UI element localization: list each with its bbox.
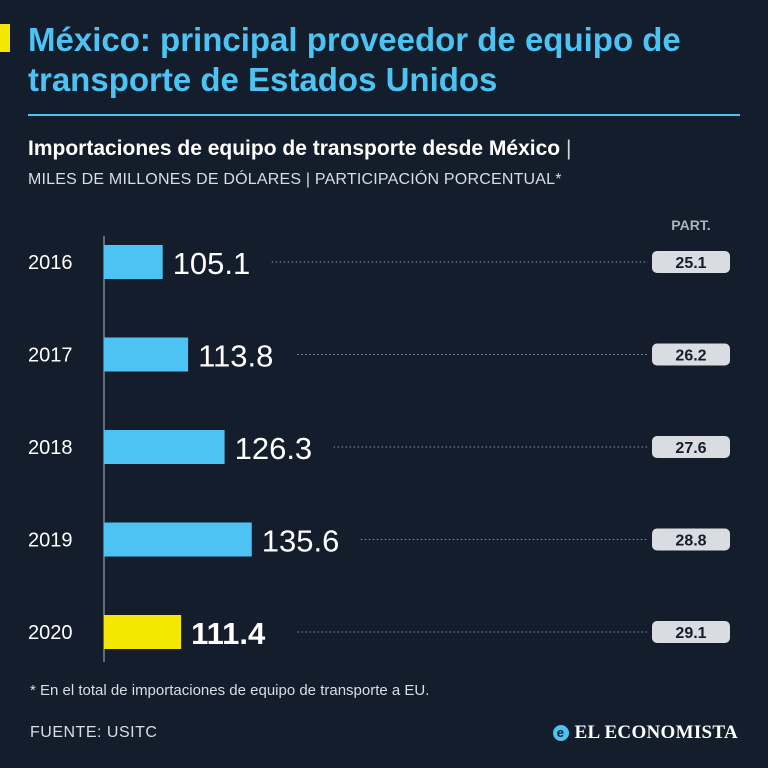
year-label-2019: 2019 xyxy=(28,530,73,552)
bar-2016 xyxy=(104,245,163,279)
value-label-2016: 105.1 xyxy=(173,246,251,281)
title-divider xyxy=(28,114,740,116)
subtitle-separator: | xyxy=(565,137,572,160)
year-label-2017: 2017 xyxy=(28,345,73,367)
share-pill-2016 xyxy=(652,251,730,273)
share-label-2016: 25.1 xyxy=(675,255,706,272)
e-logo-icon: e xyxy=(552,725,569,741)
share-label-2020: 29.1 xyxy=(675,625,706,642)
source: FUENTE: USITC xyxy=(30,724,158,741)
bar-2017 xyxy=(104,337,189,372)
share-column-header: PART. xyxy=(671,217,710,233)
share-label-2019: 28.8 xyxy=(675,533,706,550)
value-label-2018: 126.3 xyxy=(235,431,313,466)
value-label-2019: 135.6 xyxy=(262,524,340,559)
value-label-2017: 113.8 xyxy=(198,339,273,374)
accent-bar xyxy=(0,24,10,52)
bar-2020 xyxy=(104,615,182,649)
share-pill-2020 xyxy=(652,621,730,643)
headline: México: principal proveedor de equipo de… xyxy=(28,21,681,98)
year-label-2016: 2016 xyxy=(28,252,73,274)
footnote: * En el total de importaciones de equipo… xyxy=(30,682,430,699)
share-pill-2017 xyxy=(652,343,730,366)
brand-name: EL ECONOMISTA xyxy=(574,722,738,743)
chart-subtitle: Importaciones de equipo de transporte de… xyxy=(28,137,571,161)
bar-2019 xyxy=(104,522,252,557)
share-pill-2018 xyxy=(652,436,730,458)
share-label-2018: 27.6 xyxy=(675,440,706,457)
brand-logo: e EL ECONOMISTA xyxy=(552,722,739,744)
value-label-2020: 111.4 xyxy=(191,616,266,651)
share-label-2017: 26.2 xyxy=(675,348,706,365)
share-pill-2019 xyxy=(652,528,730,551)
year-label-2020: 2020 xyxy=(28,622,73,644)
bar-2018 xyxy=(104,430,225,464)
chart-subtitle-text: Importaciones de equipo de transporte de… xyxy=(28,137,561,160)
chart-units: MILES DE MILLONES DE DÓLARES | PARTICIPA… xyxy=(28,171,562,188)
year-label-2018: 2018 xyxy=(28,437,73,459)
